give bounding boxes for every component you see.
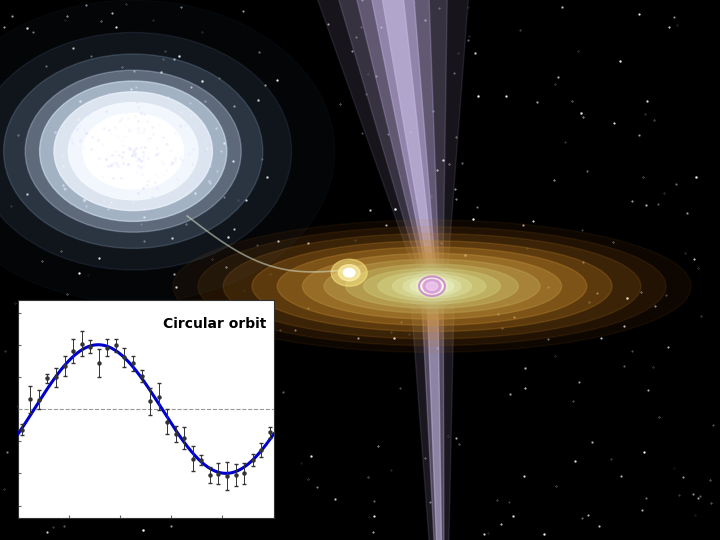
Circle shape xyxy=(428,283,436,289)
Ellipse shape xyxy=(173,220,691,353)
Circle shape xyxy=(343,268,355,277)
Ellipse shape xyxy=(392,274,472,298)
Y-axis label: Time Delay: Time Delay xyxy=(0,370,8,448)
Ellipse shape xyxy=(198,227,666,346)
Circle shape xyxy=(425,281,439,292)
Circle shape xyxy=(54,92,212,211)
Circle shape xyxy=(429,284,435,288)
Circle shape xyxy=(403,265,461,308)
Circle shape xyxy=(338,265,360,281)
Ellipse shape xyxy=(346,264,518,308)
Circle shape xyxy=(410,270,454,302)
Circle shape xyxy=(424,280,440,292)
Ellipse shape xyxy=(324,259,540,313)
Circle shape xyxy=(68,103,198,200)
Circle shape xyxy=(427,282,437,290)
Ellipse shape xyxy=(418,280,446,293)
Circle shape xyxy=(416,274,448,298)
Ellipse shape xyxy=(252,241,612,332)
Ellipse shape xyxy=(403,276,461,296)
Text: Circular orbit: Circular orbit xyxy=(163,317,266,331)
Circle shape xyxy=(4,54,263,248)
Circle shape xyxy=(83,113,184,189)
Ellipse shape xyxy=(223,233,641,339)
Circle shape xyxy=(0,32,292,270)
Circle shape xyxy=(40,81,227,221)
Ellipse shape xyxy=(302,253,562,319)
Circle shape xyxy=(421,278,443,294)
Ellipse shape xyxy=(277,247,587,325)
Ellipse shape xyxy=(378,272,486,301)
Circle shape xyxy=(331,259,367,286)
Ellipse shape xyxy=(410,279,454,294)
Ellipse shape xyxy=(364,268,500,304)
X-axis label: Fraction of Orbit: Fraction of Orbit xyxy=(75,529,217,540)
Circle shape xyxy=(25,70,241,232)
